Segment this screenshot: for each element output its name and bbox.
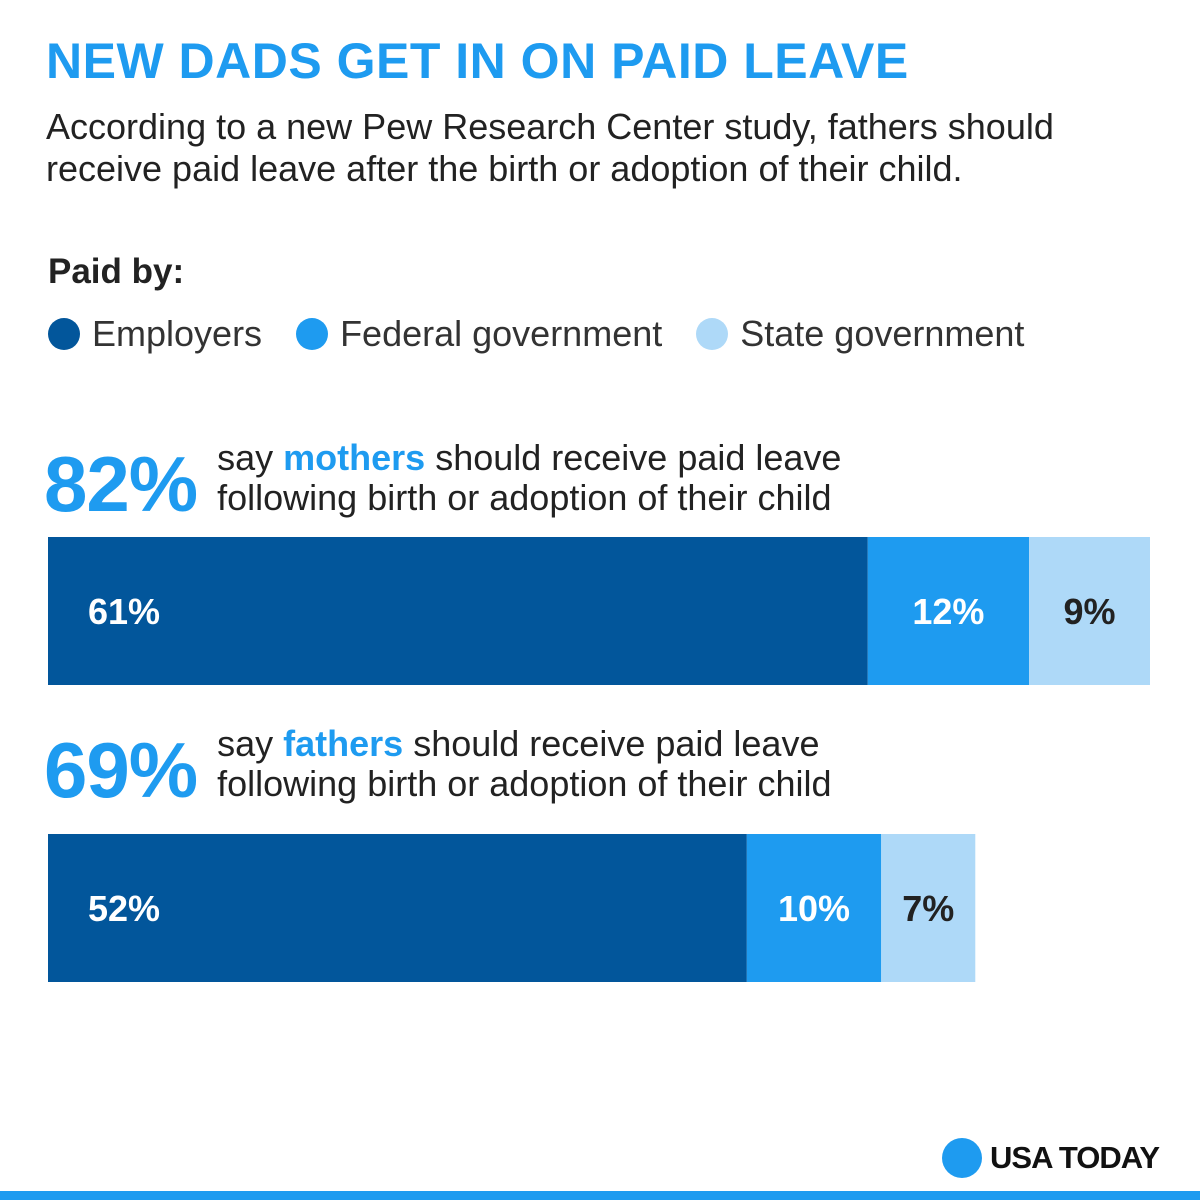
legend-label: State government xyxy=(740,313,1025,354)
bar-fathers-employers xyxy=(48,834,747,982)
stat-line-1: say fathers should receive paid leave xyxy=(217,724,831,764)
stat-line-1: say mothers should receive paid leave xyxy=(217,438,841,478)
stat-description: say mothers should receive paid leave fo… xyxy=(217,438,841,518)
stat-percent: 69% xyxy=(44,726,198,814)
stat-text-after: should receive paid leave xyxy=(425,437,842,478)
bar-mothers-employers xyxy=(48,537,868,685)
legend-label: Federal government xyxy=(340,313,663,354)
logo-dot-icon xyxy=(942,1138,982,1178)
data-label-mothers-employers: 61% xyxy=(88,591,160,632)
chart-subtitle: According to a new Pew Research Center s… xyxy=(46,106,1054,189)
chart-title: NEW DADS GET IN ON PAID LEAVE xyxy=(46,33,909,89)
bar-fathers-federal-government xyxy=(746,834,882,982)
legend-label: Employers xyxy=(92,313,263,354)
stat-text-after: should receive paid leave xyxy=(403,723,820,764)
stat-text-before: say xyxy=(217,723,284,764)
legend-swatch-employers xyxy=(48,318,80,350)
data-label-fathers-federal-government: 10% xyxy=(778,888,850,929)
usa-today-logo: USA TODAY xyxy=(942,1138,1160,1178)
legend-item-employers: Employers xyxy=(48,312,262,356)
stat-fathers: 69% say fathers should receive paid leav… xyxy=(44,724,831,814)
stat-highlight: fathers xyxy=(283,723,404,764)
stat-line-2: following birth or adoption of their chi… xyxy=(217,763,832,804)
stat-mothers: 82% say mothers should receive paid leav… xyxy=(44,438,841,528)
bottom-rule xyxy=(0,1191,1200,1200)
legend-item-state: State government xyxy=(696,312,1024,356)
stat-description: say fathers should receive paid leave fo… xyxy=(217,724,831,804)
legend-swatch-state xyxy=(696,318,729,350)
legend-swatch-federal xyxy=(296,318,329,350)
legend-heading: Paid by: xyxy=(48,252,185,291)
logo-text: USA TODAY xyxy=(990,1140,1160,1175)
legend: Employers Federal government State gover… xyxy=(48,312,1058,356)
data-label-fathers-state-government: 7% xyxy=(902,888,954,929)
data-label-mothers-federal-government: 12% xyxy=(912,591,984,632)
legend-item-federal: Federal government xyxy=(296,312,662,356)
stat-percent: 82% xyxy=(44,440,198,528)
stat-text-before: say xyxy=(217,437,284,478)
bar-mothers-federal-government xyxy=(867,537,1030,685)
stat-highlight: mothers xyxy=(283,437,426,478)
data-label-mothers-state-government: 9% xyxy=(1064,591,1116,632)
stat-line-2: following birth or adoption of their chi… xyxy=(217,477,832,518)
bar-mothers-state-government xyxy=(1029,537,1150,685)
data-label-fathers-employers: 52% xyxy=(88,888,160,929)
bar-fathers-state-government xyxy=(881,834,976,982)
